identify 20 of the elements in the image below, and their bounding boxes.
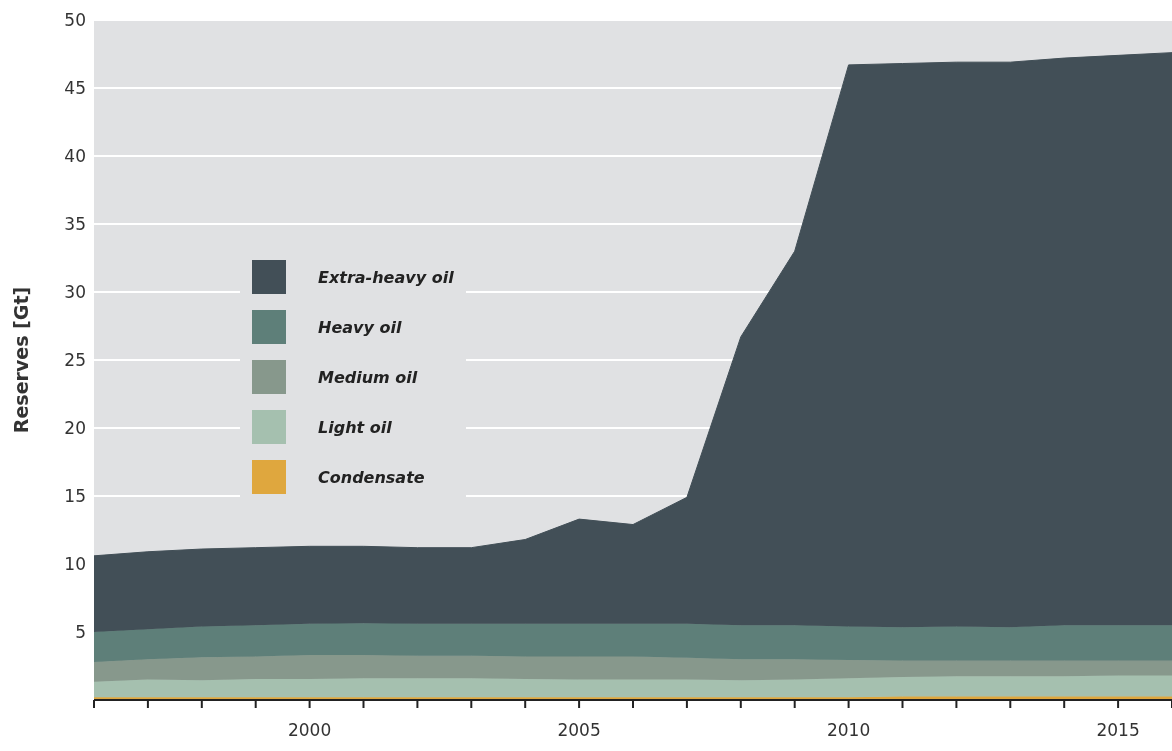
- legend-label: Condensate: [318, 467, 425, 487]
- y-tick-label: 35: [64, 214, 86, 235]
- y-tick-label: 45: [64, 78, 86, 99]
- legend-label: Extra-heavy oil: [318, 267, 454, 287]
- legend-label: Heavy oil: [318, 317, 402, 337]
- x-tick-label: 2015: [1096, 720, 1140, 741]
- x-tick-label: 2010: [826, 720, 871, 741]
- y-tick-label: 30: [64, 282, 86, 303]
- x-tick-label: 2000: [287, 720, 332, 741]
- y-tick-label: 5: [75, 622, 86, 643]
- y-tick-label: 40: [64, 146, 86, 167]
- y-axis-title: Reserves [Gt]: [9, 286, 32, 434]
- y-tick-label: 50: [64, 10, 86, 31]
- legend-label: Medium oil: [318, 367, 418, 387]
- y-tick-label: 15: [64, 486, 86, 507]
- legend-label: Light oil: [318, 417, 392, 437]
- y-tick-label: 20: [64, 418, 86, 439]
- x-tick-label: 2005: [557, 720, 601, 741]
- y-tick-label: 10: [64, 554, 86, 575]
- y-tick-label: 25: [64, 350, 86, 371]
